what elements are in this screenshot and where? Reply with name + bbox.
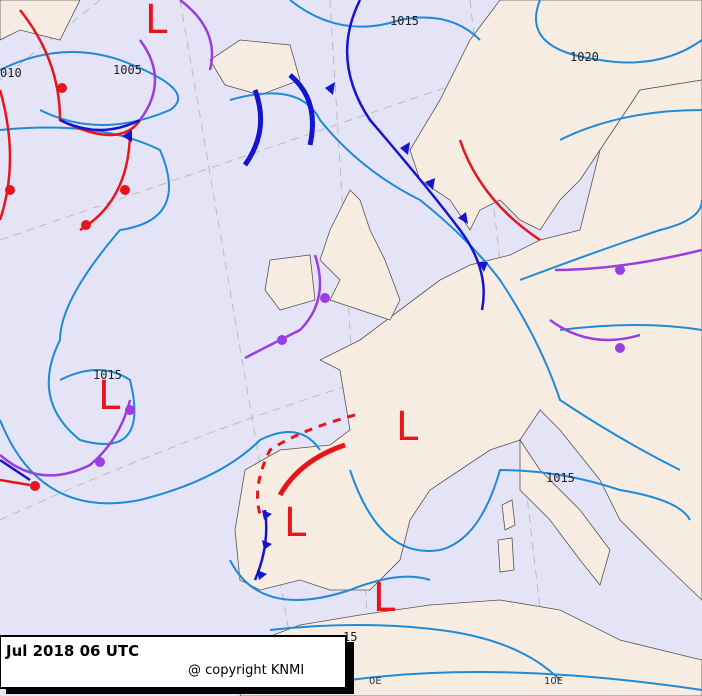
isobar-label: 1005: [113, 63, 142, 77]
isobar-label: 010: [0, 66, 22, 80]
fronts: [0, 0, 702, 581]
isobar-label: 1015: [390, 14, 419, 28]
isobar-label: 1015: [546, 471, 575, 485]
footer: Jul 2018 06 UTC @ copyright KNMI: [0, 635, 354, 694]
low-pressure-center: L: [284, 500, 307, 546]
isobar-label: 1020: [570, 50, 599, 64]
meridian-label: 10E: [544, 676, 563, 687]
low-pressure-center: L: [145, 0, 168, 43]
low-pressure-center: L: [98, 373, 121, 419]
low-pressure-center: L: [396, 404, 419, 450]
map-date: Jul 2018 06 UTC: [5, 642, 139, 660]
footer-box: [0, 635, 347, 689]
meridian-label: 0E: [369, 676, 382, 687]
low-pressure-center: L: [373, 575, 396, 621]
copyright: @ copyright KNMI: [188, 663, 304, 678]
isobar-label: 1015: [93, 368, 122, 382]
